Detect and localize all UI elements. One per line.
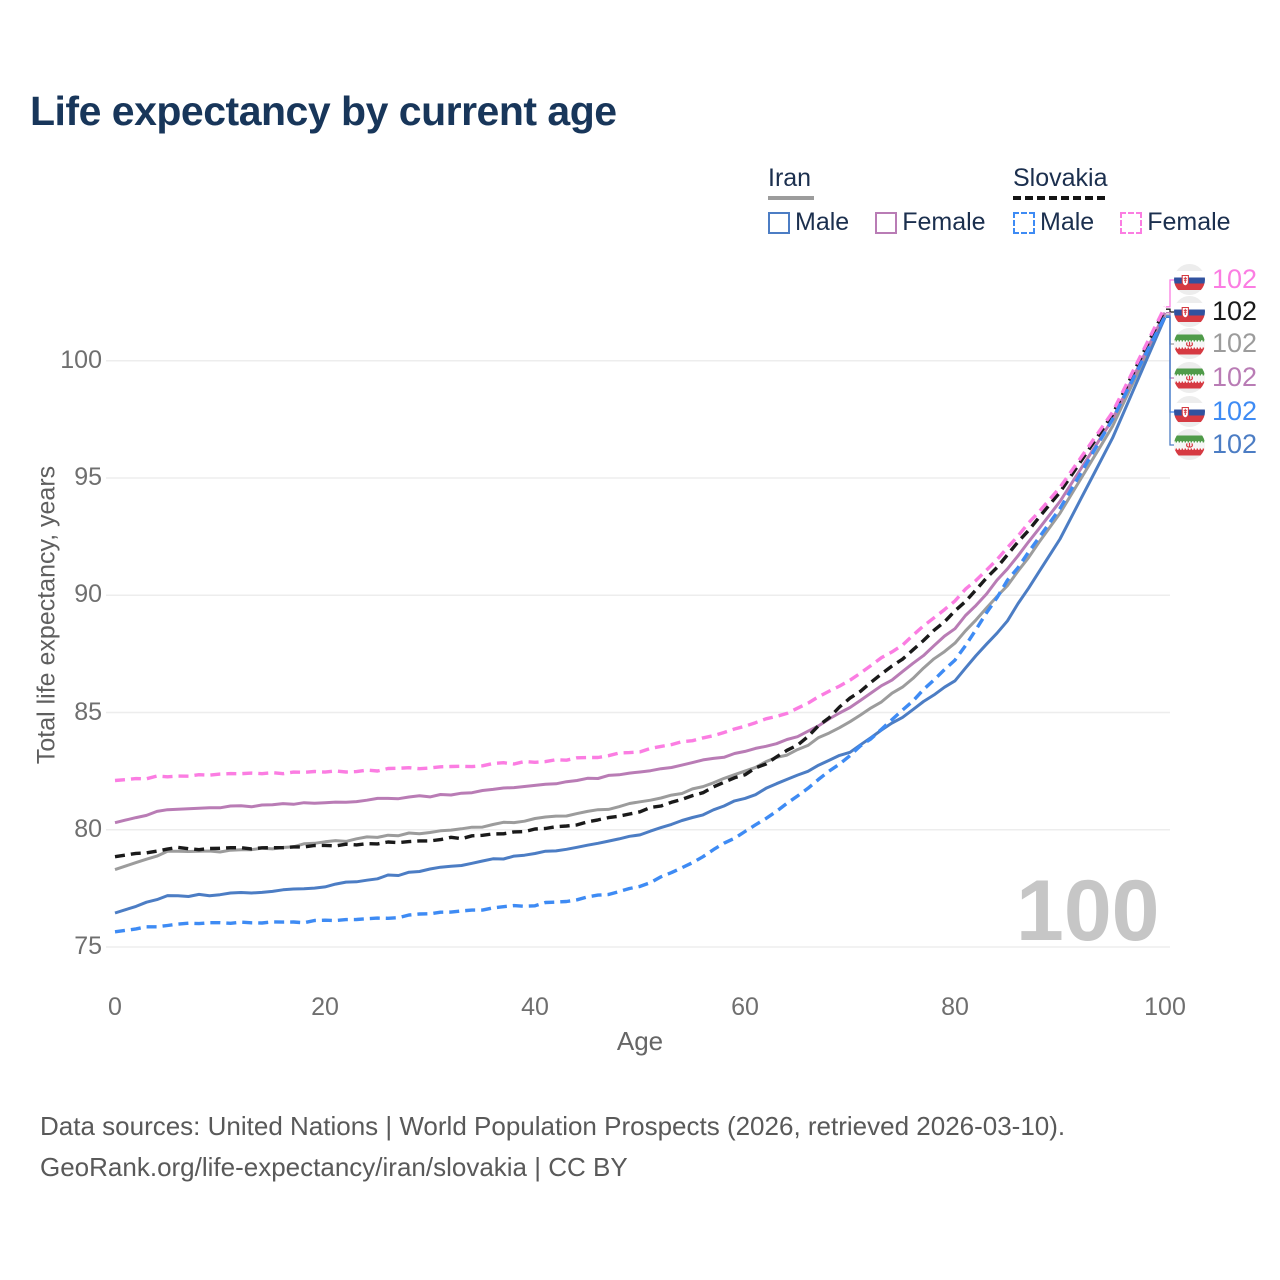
x-tick-60: 60 bbox=[731, 993, 759, 1021]
end-value: 102 bbox=[1212, 362, 1258, 392]
end-label-slovakia-male: 102 bbox=[1174, 396, 1257, 427]
slovakia-flag-icon bbox=[1174, 296, 1205, 327]
end-label-iran-female: 102 bbox=[1174, 362, 1257, 393]
x-tick-80: 80 bbox=[941, 993, 969, 1021]
y-tick-85: 85 bbox=[74, 697, 102, 726]
legend-item-slovakia-female[interactable]: Female bbox=[1120, 208, 1231, 237]
page-title: Life expectancy by current age bbox=[30, 88, 617, 134]
iran-male-swatch-icon bbox=[768, 211, 790, 234]
end-value: 102 bbox=[1212, 396, 1258, 426]
y-tick-80: 80 bbox=[74, 814, 102, 843]
iran-flag-icon bbox=[1174, 429, 1205, 460]
legend-item-iran-female[interactable]: Female bbox=[875, 208, 986, 237]
legend-item-iran-male[interactable]: Male bbox=[768, 208, 849, 237]
x-tick-20: 20 bbox=[311, 993, 339, 1021]
slovakia-male-label: Male bbox=[1040, 208, 1095, 236]
y-tick-75: 75 bbox=[74, 932, 102, 960]
x-tick-100: 100 bbox=[1144, 993, 1186, 1021]
iran-total-line-key-icon bbox=[768, 196, 814, 200]
attribution-line: GeoRank.org/life-expectancy/iran/slovaki… bbox=[40, 1152, 628, 1182]
x-axis-title: Age bbox=[616, 1026, 664, 1056]
x-tick-40: 40 bbox=[521, 993, 549, 1021]
iran-male-label: Male bbox=[795, 208, 850, 236]
slovakia-total-line-key-icon bbox=[1013, 196, 1105, 200]
series-line-slovakia-female bbox=[114, 306, 1167, 783]
y-tick-100: 100 bbox=[60, 345, 102, 374]
x-tick-0: 0 bbox=[108, 993, 122, 1021]
end-label-slovakia-female: 102 bbox=[1174, 264, 1257, 295]
legend-country-iran-label: Iran bbox=[768, 164, 812, 192]
legend-group-slovakia: Slovakia Male Female bbox=[1013, 164, 1231, 237]
iran-female-swatch-icon bbox=[875, 211, 898, 234]
series-line-iran-female bbox=[114, 312, 1167, 825]
slovakia-female-swatch-icon bbox=[1120, 211, 1143, 234]
y-tick-95: 95 bbox=[74, 463, 102, 491]
slovakia-flag-icon bbox=[1174, 396, 1205, 427]
legend-items-iran: Male Female bbox=[768, 208, 986, 237]
end-label-slovakia-total: 102 bbox=[1174, 296, 1257, 327]
y-tick-90: 90 bbox=[74, 580, 102, 609]
series-line-slovakia-total bbox=[114, 308, 1167, 859]
series-line-iran-total bbox=[114, 314, 1167, 872]
legend-country-iran[interactable]: Iran bbox=[768, 164, 986, 200]
slovakia-flag-icon bbox=[1174, 264, 1205, 295]
legend-country-slovakia-label: Slovakia bbox=[1013, 164, 1108, 192]
leader-line-slovakia-female bbox=[1166, 279, 1174, 308]
slovakia-male-swatch-icon bbox=[1013, 211, 1035, 234]
end-value: 102 bbox=[1212, 328, 1258, 358]
series-line-iran-male bbox=[114, 316, 1167, 915]
end-value: 102 bbox=[1212, 264, 1258, 294]
legend-group-iran: Iran Male Female bbox=[768, 164, 986, 237]
legend-item-slovakia-male[interactable]: Male bbox=[1013, 208, 1094, 237]
slovakia-female-label: Female bbox=[1147, 208, 1231, 236]
iran-flag-icon bbox=[1174, 328, 1205, 359]
series-line-slovakia-male bbox=[114, 315, 1167, 934]
leader-line-iran-male bbox=[1166, 316, 1174, 446]
current-age-watermark: 100 bbox=[1016, 863, 1160, 959]
data-sources-line: Data sources: United Nations | World Pop… bbox=[40, 1111, 1066, 1141]
iran-female-label: Female bbox=[902, 208, 986, 236]
leader-line-slovakia-total bbox=[1166, 308, 1174, 313]
end-label-iran-male: 102 bbox=[1174, 429, 1257, 460]
end-label-iran-total: 102 bbox=[1174, 328, 1257, 359]
end-value: 102 bbox=[1212, 296, 1258, 326]
source-footer: Data sources: United Nations | World Pop… bbox=[40, 1106, 1065, 1188]
iran-flag-icon bbox=[1174, 362, 1205, 393]
legend-country-slovakia[interactable]: Slovakia bbox=[1013, 164, 1231, 200]
legend-items-slovakia: Male Female bbox=[1013, 208, 1231, 237]
end-value: 102 bbox=[1212, 429, 1258, 459]
